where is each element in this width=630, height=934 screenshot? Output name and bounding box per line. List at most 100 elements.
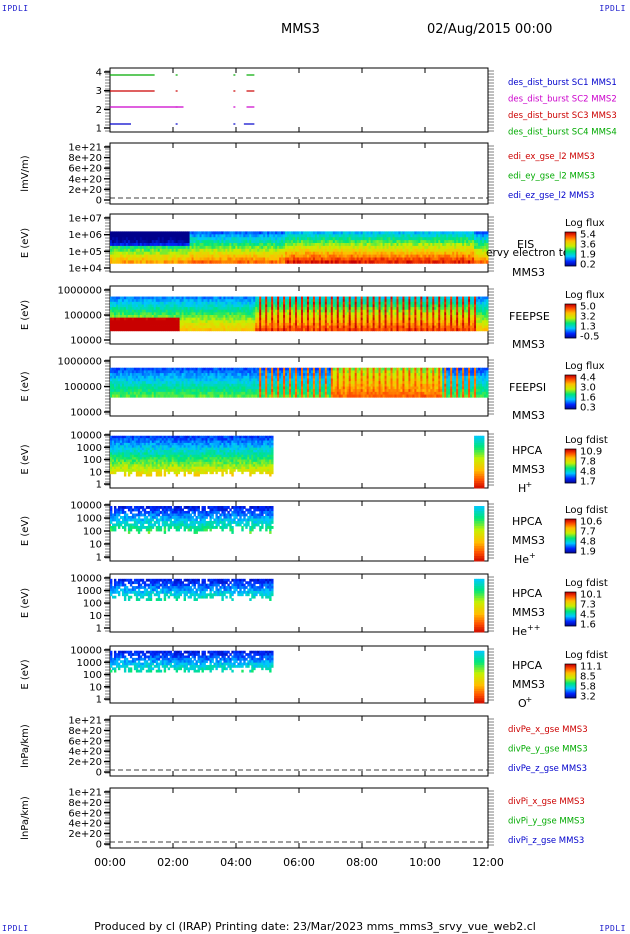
hpca_h-cb-frame bbox=[564, 448, 577, 484]
hpca_o-cb-gradient bbox=[565, 672, 576, 674]
hpca_he-cb-gradient bbox=[565, 552, 576, 554]
hpca_h-cb-gradient bbox=[565, 449, 576, 451]
hpca_o-cb-gradient bbox=[565, 689, 576, 691]
feepse-instrument-label: FEEPSE bbox=[509, 310, 550, 323]
feepsi-cb-gradient bbox=[565, 389, 576, 391]
eis-cb-gradient bbox=[565, 240, 576, 242]
hpca_o-cb-gradient bbox=[565, 677, 576, 679]
hpca_o-charge-label: + bbox=[526, 695, 533, 704]
hpca_he-cb-tick: 7.7 bbox=[580, 527, 596, 538]
eis-cb-gradient bbox=[565, 232, 576, 234]
hpca_h-cb-gradient bbox=[565, 475, 576, 477]
hpca_o-ytick-label: 1 bbox=[96, 695, 102, 706]
eis-cb-gradient bbox=[565, 248, 576, 250]
feepsi-cb-gradient bbox=[565, 400, 576, 402]
feepse-cb-tick: 5.0 bbox=[580, 302, 596, 313]
efield-ytick-label: 1e+21 bbox=[68, 143, 102, 154]
hpca_h-cb-tick: 4.8 bbox=[580, 467, 596, 478]
hpca_h-charge-label: + bbox=[526, 480, 533, 489]
hpca_h-cb-gradient bbox=[565, 477, 576, 479]
hpca_he-cb-tick: 1.9 bbox=[580, 547, 596, 558]
divpi-frame bbox=[109, 787, 489, 849]
hpca_o-cb-gradient bbox=[565, 685, 576, 687]
hpca_he-cb-gradient bbox=[565, 545, 576, 547]
hpca_h-cb-gradient bbox=[565, 453, 576, 455]
hpca_he-cb-gradient bbox=[565, 524, 576, 526]
hpca_he-charge-label: + bbox=[529, 551, 536, 560]
x-tick-label: 06:00 bbox=[283, 856, 315, 869]
eis-cb-gradient bbox=[565, 255, 576, 257]
hpca_o-cb-gradient bbox=[565, 695, 576, 697]
eis-cb-gradient bbox=[565, 245, 576, 247]
hpca_he-cb-gradient bbox=[565, 536, 576, 538]
hpca_h-ytick-label: 100 bbox=[83, 455, 102, 466]
feepse-cb-gradient bbox=[565, 312, 576, 314]
feepsi-cb-title: Log flux bbox=[565, 361, 605, 372]
divpi-ytick-label: 0 bbox=[96, 840, 102, 851]
feepse-cb-gradient bbox=[565, 309, 576, 311]
x-tick-label: 02:00 bbox=[157, 856, 189, 869]
date-title: 02/Aug/2015 00:00 bbox=[427, 22, 553, 37]
hpca_h-cb-gradient bbox=[565, 451, 576, 453]
hpca_h-cb-gradient bbox=[565, 454, 576, 456]
hpca_h-ytick-label: 1000 bbox=[77, 443, 102, 454]
hpca_hepp-cb-tick: 4.5 bbox=[580, 610, 596, 621]
hpca_o-cb-tick: 5.8 bbox=[580, 682, 596, 693]
hpca_o-ytick-label: 10000 bbox=[70, 646, 102, 657]
x-tick-label: 04:00 bbox=[220, 856, 252, 869]
hpca_o-cb-gradient bbox=[565, 684, 576, 686]
hpca_h-cb-gradient bbox=[565, 466, 576, 468]
feepsi-ytick-label: 10000 bbox=[70, 408, 102, 419]
feepsi-cb-gradient bbox=[565, 378, 576, 380]
feepsi-cb-gradient bbox=[565, 377, 576, 379]
hpca_he-cb-tick: 10.6 bbox=[580, 517, 602, 528]
hpca_o-cb-gradient bbox=[565, 674, 576, 676]
eis-cb-gradient bbox=[565, 252, 576, 254]
hpca_he-cb-gradient bbox=[565, 549, 576, 551]
hpca_o-cb-gradient bbox=[565, 664, 576, 666]
eis-cb-gradient bbox=[565, 237, 576, 239]
feepse-cb-tick: 1.3 bbox=[580, 322, 596, 333]
feepsi-cb-tick: 1.6 bbox=[580, 393, 596, 404]
hpca_h-cb-gradient bbox=[565, 478, 576, 480]
hpca_h-cb-gradient bbox=[565, 470, 576, 472]
feepsi-cb-gradient bbox=[565, 407, 576, 409]
burst-ytick-label: 2 bbox=[96, 105, 102, 116]
hpca_h-cb-gradient bbox=[565, 476, 576, 478]
feepsi-instrument-label: FEEPSI bbox=[509, 381, 546, 394]
feepse-cb-gradient bbox=[565, 333, 576, 335]
hpca_he-cb-gradient bbox=[565, 539, 576, 541]
feepsi-cb-gradient bbox=[565, 391, 576, 393]
feepse-cb-gradient bbox=[565, 308, 576, 310]
hpca_h-instrument-label: HPCA bbox=[512, 444, 543, 457]
hpca_o-sc-label: MMS3 bbox=[512, 678, 545, 691]
hpca_hepp-cb-gradient bbox=[565, 623, 576, 625]
feepsi-cb-tick: 4.4 bbox=[580, 373, 596, 384]
hpca_hepp-cb-gradient bbox=[565, 592, 576, 594]
hpca_o-ytick-label: 100 bbox=[83, 670, 102, 681]
efield-ytick-label: 4e+20 bbox=[68, 174, 102, 185]
hpca_hepp-cb-gradient bbox=[565, 615, 576, 617]
hpca_he-ytick-label: 100 bbox=[83, 527, 102, 538]
feepsi-cb-gradient bbox=[565, 385, 576, 387]
hpca_he-cb-gradient bbox=[565, 527, 576, 529]
hpca_o-cb-tick: 3.2 bbox=[580, 692, 596, 703]
eis-sc-label: MMS3 bbox=[512, 266, 545, 279]
hpca_he-cb-gradient bbox=[565, 528, 576, 530]
feepsi-cb-gradient bbox=[565, 390, 576, 392]
hpca_o-instrument-label: HPCA bbox=[512, 659, 543, 672]
eis-cb-gradient bbox=[565, 261, 576, 263]
feepse-cb-gradient bbox=[565, 310, 576, 312]
hpca_h-cb-gradient bbox=[565, 457, 576, 459]
eis-cb-gradient bbox=[565, 241, 576, 243]
hpca_h-cb-gradient bbox=[565, 472, 576, 474]
eis-ytick-label: 1e+04 bbox=[68, 264, 102, 275]
hpca_hepp-cb-gradient bbox=[565, 606, 576, 608]
eis-spectrogram bbox=[110, 231, 489, 264]
feepsi-cb-gradient bbox=[565, 399, 576, 401]
eis-cb-gradient bbox=[565, 236, 576, 238]
hpca_he-cb-gradient bbox=[565, 537, 576, 539]
divpe-ytick-label: 0 bbox=[96, 768, 102, 779]
eis-cb-gradient bbox=[565, 249, 576, 251]
hpca_o-cb-gradient bbox=[565, 681, 576, 683]
